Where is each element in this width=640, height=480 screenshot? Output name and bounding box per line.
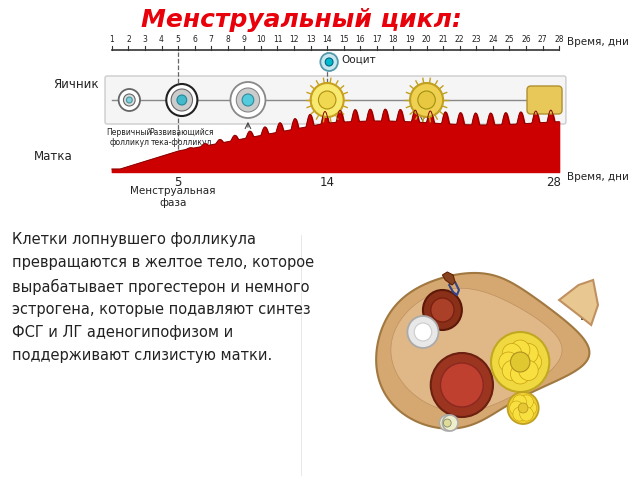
Text: 21: 21: [438, 35, 448, 44]
Text: 8: 8: [225, 35, 230, 44]
Text: 6: 6: [192, 35, 197, 44]
Circle shape: [518, 403, 528, 413]
Text: 10: 10: [256, 35, 266, 44]
Circle shape: [442, 415, 458, 431]
Circle shape: [520, 395, 533, 409]
Circle shape: [418, 91, 435, 109]
Text: Желтое тело: Желтое тело: [397, 128, 456, 137]
Polygon shape: [442, 272, 455, 285]
Circle shape: [423, 290, 462, 330]
Text: 15: 15: [339, 35, 349, 44]
Text: 16: 16: [355, 35, 365, 44]
Text: Яичник: Яичник: [54, 79, 99, 92]
Circle shape: [511, 340, 530, 360]
Text: 20: 20: [422, 35, 431, 44]
Text: 5: 5: [174, 176, 182, 189]
Circle shape: [520, 407, 533, 421]
Circle shape: [440, 363, 483, 407]
Circle shape: [242, 94, 254, 106]
Circle shape: [499, 352, 518, 372]
Text: 4: 4: [159, 35, 164, 44]
Circle shape: [319, 91, 336, 109]
Circle shape: [440, 415, 455, 431]
Circle shape: [509, 401, 523, 415]
Text: Время, дни: Время, дни: [567, 172, 628, 182]
Text: 2: 2: [126, 35, 131, 44]
Text: 5: 5: [175, 35, 180, 44]
Text: 9: 9: [242, 35, 247, 44]
Polygon shape: [376, 273, 589, 429]
Text: Клетки лопнувшего фолликула
превращаются в желтое тело, которое
вырабатывает про: Клетки лопнувшего фолликула превращаются…: [12, 232, 314, 363]
Polygon shape: [559, 280, 598, 325]
Circle shape: [523, 401, 537, 415]
Circle shape: [118, 89, 140, 111]
Text: 28: 28: [554, 35, 564, 44]
Text: 28: 28: [546, 176, 561, 189]
FancyBboxPatch shape: [105, 76, 566, 124]
Text: Время, дни: Время, дни: [567, 37, 628, 47]
Text: Развивающийся
тека-фолликул: Развивающийся тека-фолликул: [150, 128, 214, 147]
Circle shape: [513, 407, 527, 421]
Circle shape: [431, 298, 454, 322]
Circle shape: [522, 352, 541, 372]
Text: 26: 26: [521, 35, 531, 44]
Circle shape: [511, 352, 530, 372]
Circle shape: [166, 84, 197, 116]
Circle shape: [414, 323, 432, 341]
Text: 17: 17: [372, 35, 381, 44]
Circle shape: [513, 395, 527, 409]
Text: 18: 18: [388, 35, 398, 44]
Circle shape: [171, 89, 193, 111]
Text: 3: 3: [143, 35, 147, 44]
Text: 11: 11: [273, 35, 282, 44]
Text: Первичный
фолликул: Первичный фолликул: [107, 128, 152, 147]
Text: 14: 14: [323, 35, 332, 44]
Circle shape: [444, 419, 451, 427]
Circle shape: [230, 82, 266, 118]
Text: 27: 27: [538, 35, 547, 44]
FancyBboxPatch shape: [527, 86, 562, 114]
Circle shape: [321, 53, 338, 71]
Text: ЭСТРОГЕН: ЭСТРОГЕН: [229, 142, 287, 152]
Text: 25: 25: [504, 35, 514, 44]
Text: Ооцит: Ооцит: [342, 55, 376, 65]
Text: 7: 7: [209, 35, 214, 44]
Circle shape: [511, 364, 530, 384]
Circle shape: [236, 88, 260, 112]
Text: 14: 14: [319, 176, 335, 189]
Circle shape: [408, 316, 438, 348]
Text: Матка: Матка: [34, 151, 73, 164]
Polygon shape: [391, 288, 562, 412]
Circle shape: [519, 360, 538, 381]
Text: 1: 1: [109, 35, 114, 44]
Text: Овуляция: Овуляция: [306, 130, 349, 139]
Circle shape: [502, 344, 522, 363]
Circle shape: [519, 344, 538, 363]
Text: 22: 22: [455, 35, 465, 44]
Circle shape: [491, 332, 549, 392]
Circle shape: [310, 83, 344, 117]
Circle shape: [431, 353, 493, 417]
Circle shape: [508, 392, 539, 424]
Circle shape: [177, 95, 187, 105]
Text: ПРОГЕСТЕРОН: ПРОГЕСТЕРОН: [395, 140, 458, 149]
Text: 19: 19: [405, 35, 415, 44]
Circle shape: [325, 58, 333, 66]
Text: 12: 12: [289, 35, 299, 44]
Circle shape: [410, 83, 443, 117]
Text: 24: 24: [488, 35, 498, 44]
Circle shape: [124, 94, 135, 106]
Text: Менструальный цикл:: Менструальный цикл:: [141, 8, 462, 32]
Text: 13: 13: [306, 35, 316, 44]
Text: Менструальная
фаза: Менструальная фаза: [131, 186, 216, 208]
Text: 23: 23: [472, 35, 481, 44]
Circle shape: [127, 97, 132, 103]
Circle shape: [502, 360, 522, 381]
